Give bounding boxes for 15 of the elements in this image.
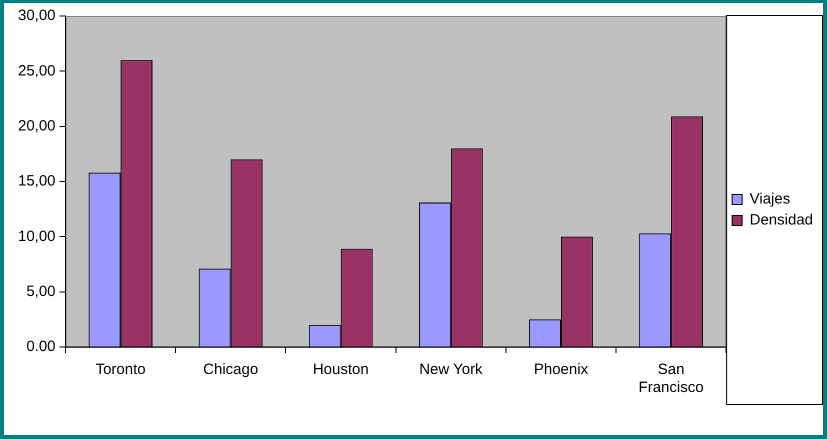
y-tick-label: 20,00 [18, 117, 56, 134]
legend-label: Viajes [750, 190, 790, 208]
y-tick-label: 25,00 [18, 62, 56, 80]
x-tick-label: New York [419, 361, 484, 378]
legend-label: Densidad [750, 212, 814, 229]
y-tick-label: 0.00 [26, 338, 56, 356]
y-tick-label: 5,00 [26, 282, 56, 300]
x-tick-label: Houston [312, 361, 369, 378]
x-tick-label: San Francisco [638, 361, 704, 396]
y-tick-label: 30,00 [18, 7, 56, 24]
x-tick-label: Phoenix [534, 361, 589, 378]
x-tick-label: Chicago [203, 361, 258, 378]
y-tick-label: 15,00 [18, 172, 56, 190]
y-tick-label: 10,00 [18, 228, 56, 245]
x-tick-label: Toronto [96, 361, 146, 378]
